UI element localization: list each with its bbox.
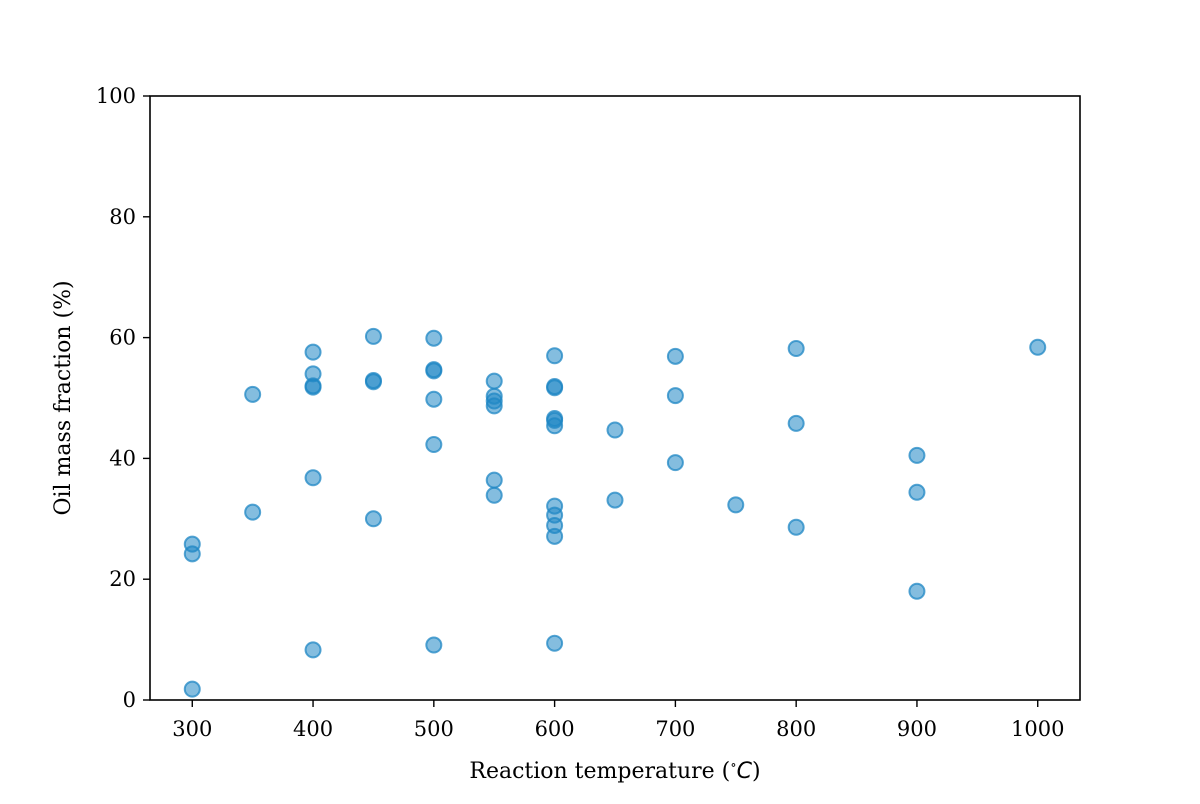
x-tick-label: 600 bbox=[535, 717, 575, 741]
data-point bbox=[666, 347, 684, 365]
data-point bbox=[546, 378, 564, 396]
data-point bbox=[787, 518, 805, 536]
data-point bbox=[425, 436, 443, 454]
data-point bbox=[244, 385, 262, 403]
data-point bbox=[787, 339, 805, 357]
data-point bbox=[304, 365, 322, 383]
data-point bbox=[727, 496, 745, 514]
data-point bbox=[304, 469, 322, 487]
y-tick-label: 100 bbox=[96, 84, 136, 108]
data-point bbox=[546, 410, 564, 428]
data-point bbox=[485, 471, 503, 489]
y-axis-label: Oil mass fraction (%) bbox=[51, 280, 76, 515]
data-point bbox=[183, 535, 201, 553]
data-point bbox=[908, 483, 926, 501]
data-point bbox=[304, 343, 322, 361]
y-tick-label: 40 bbox=[109, 446, 136, 470]
x-tick-label: 500 bbox=[414, 717, 454, 741]
data-point bbox=[425, 390, 443, 408]
degree-symbol: ∘ bbox=[730, 758, 736, 773]
data-point bbox=[666, 454, 684, 472]
y-tick-label: 80 bbox=[109, 205, 136, 229]
data-point bbox=[606, 491, 624, 509]
data-point bbox=[546, 497, 564, 515]
x-tick-label: 1000 bbox=[1011, 717, 1064, 741]
data-point bbox=[546, 634, 564, 652]
x-tick-label: 900 bbox=[897, 717, 937, 741]
data-point bbox=[364, 510, 382, 528]
y-tick-label: 0 bbox=[123, 688, 136, 712]
data-point bbox=[606, 421, 624, 439]
data-point bbox=[787, 414, 805, 432]
data-point bbox=[183, 680, 201, 698]
data-point bbox=[425, 361, 443, 379]
data-point bbox=[304, 641, 322, 659]
data-point bbox=[485, 486, 503, 504]
x-tick-label: 700 bbox=[655, 717, 695, 741]
data-point bbox=[364, 371, 382, 389]
data-point bbox=[485, 372, 503, 390]
x-tick-label: 300 bbox=[172, 717, 212, 741]
data-point bbox=[1029, 338, 1047, 356]
x-tick-label: 400 bbox=[293, 717, 333, 741]
y-tick-label: 20 bbox=[109, 567, 136, 591]
data-point bbox=[364, 327, 382, 345]
y-tick-label: 60 bbox=[109, 326, 136, 350]
data-point bbox=[908, 446, 926, 464]
data-point bbox=[244, 503, 262, 521]
data-point bbox=[666, 387, 684, 405]
plot-frame bbox=[149, 95, 1081, 701]
data-point bbox=[485, 387, 503, 405]
data-point bbox=[425, 329, 443, 347]
x-axis-label: Reaction temperature (∘C) bbox=[469, 758, 760, 784]
data-point bbox=[908, 582, 926, 600]
data-points bbox=[183, 327, 1047, 698]
x-tick-label: 800 bbox=[776, 717, 816, 741]
data-point bbox=[425, 636, 443, 654]
axis-ticks: 300 400 500 600 700 800 900 1000 0 20 40 60 80 100 bbox=[96, 84, 1065, 741]
data-point bbox=[546, 347, 564, 365]
